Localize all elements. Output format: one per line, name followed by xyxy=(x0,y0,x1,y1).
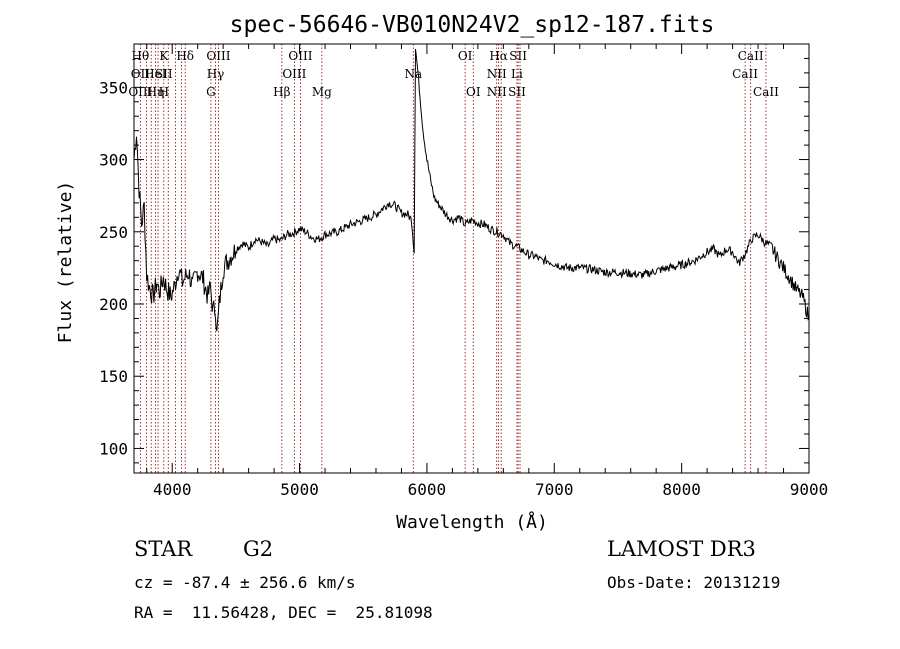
line-marker-label: K xyxy=(159,49,169,63)
line-marker-label: Hγ xyxy=(207,67,225,81)
plot-frame xyxy=(133,43,810,474)
redshift-velocity: cz = -87.4 ± 256.6 km/s xyxy=(134,573,356,592)
line-marker-label: Hθ xyxy=(132,49,150,63)
line-marker-label: CaII xyxy=(738,49,764,63)
y-tick-label: 100 xyxy=(99,439,128,458)
line-marker-label: Hβ xyxy=(273,85,290,99)
line-marker-label: Li xyxy=(511,67,523,81)
line-marker-label: G xyxy=(206,85,216,99)
line-marker-label: Hδ xyxy=(176,49,194,63)
line-marker-label: NII xyxy=(487,85,507,99)
x-tick-label: 8000 xyxy=(662,480,701,499)
y-tick-label: 200 xyxy=(99,295,128,314)
survey-name: LAMOST DR3 xyxy=(607,537,756,561)
line-marker-label: NII xyxy=(487,67,507,81)
y-tick-label: 250 xyxy=(99,223,128,242)
observation-date: Obs-Date: 20131219 xyxy=(607,573,781,592)
sky-coordinates: RA = 11.56428, DEC = 25.81098 xyxy=(134,603,433,622)
x-axis-label: Wavelength (Å) xyxy=(396,511,548,533)
flux-series-line xyxy=(133,48,810,332)
line-marker-label: SII xyxy=(508,85,526,99)
emission-line-labels: HθOIIOIIIHeIHηKSIIHHδGHγOIIIHβOIIIOIIIMg… xyxy=(128,49,779,99)
line-marker-label: OIII xyxy=(206,49,230,63)
x-tick-label: 6000 xyxy=(408,480,447,499)
object-subclass: G2 xyxy=(243,537,274,561)
emission-line-markers xyxy=(139,44,767,473)
line-marker-label: OIII xyxy=(288,49,312,63)
chart-title: spec-56646-VB010N24V2_sp12-187.fits xyxy=(230,12,715,38)
line-marker-label: CaII xyxy=(753,85,779,99)
line-marker-label: OII xyxy=(131,67,151,81)
line-marker-label: SII xyxy=(155,67,173,81)
line-marker-label: CaII xyxy=(732,67,758,81)
line-marker-label: HeI xyxy=(144,67,167,81)
y-tick-label: 300 xyxy=(99,151,128,170)
x-tick-label: 4000 xyxy=(153,480,192,499)
line-marker-label: Mg xyxy=(312,85,332,99)
y-tick-label: 150 xyxy=(99,367,128,386)
x-tick-label: 5000 xyxy=(280,480,319,499)
line-marker-label: OI xyxy=(458,49,473,63)
line-marker-label: H xyxy=(159,85,169,99)
line-marker-label: OI xyxy=(466,85,481,99)
line-marker-label: Hη xyxy=(147,85,165,99)
line-marker-label: SII xyxy=(509,49,527,63)
object-class: STAR xyxy=(134,537,193,561)
x-tick-label: 7000 xyxy=(535,480,574,499)
y-tick-label: 350 xyxy=(99,78,128,97)
axis-ticks: 4000 5000 6000 7000 8000 9000 100 150 200 250 300 3… xyxy=(99,44,828,499)
y-axis-label: Flux (relative) xyxy=(55,181,76,344)
line-marker-label: Na xyxy=(404,67,422,81)
line-marker-label: OIII xyxy=(282,67,306,81)
x-tick-label: 9000 xyxy=(790,480,829,499)
line-marker-label: Hα xyxy=(489,49,508,63)
